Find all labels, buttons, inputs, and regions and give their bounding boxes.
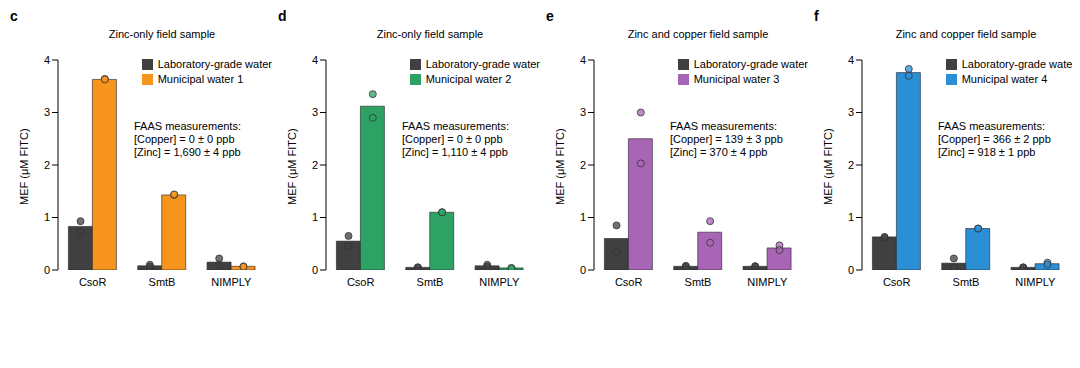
svg-text:NIMPLY: NIMPLY	[747, 276, 788, 288]
html-text:Laboratory-grade water: Laboratory-grade water	[961, 58, 1076, 70]
svg-text:SmtB: SmtB	[149, 276, 176, 288]
svg-text:2: 2	[580, 159, 586, 171]
svg-text:0: 0	[580, 264, 586, 276]
svg-text:0: 0	[44, 264, 50, 276]
html-text:f: f	[814, 8, 819, 24]
svg-text:2: 2	[44, 159, 50, 171]
svg-text:2: 2	[848, 159, 854, 171]
html-text:c: c	[10, 8, 18, 24]
html-text:Zinc and copper field sample: Zinc and copper field sample	[895, 28, 1037, 40]
svg-text:3: 3	[44, 106, 50, 118]
html-text:[Zinc] = 370 ± 4 ppb: [Zinc] = 370 ± 4 ppb	[670, 146, 768, 158]
svg-text:2: 2	[312, 159, 318, 171]
svg-text:4: 4	[580, 54, 586, 66]
svg-text:MEF (μM FITC): MEF (μM FITC)	[18, 128, 30, 205]
html-text:[Copper] = 0 ± 0 ppb: [Copper] = 0 ± 0 ppb	[402, 133, 503, 145]
svg-text:MEF (μM FITC): MEF (μM FITC)	[554, 128, 566, 205]
html-text:[Copper] = 366 ± 2 ppb: [Copper] = 366 ± 2 ppb	[938, 133, 1051, 145]
html-text:Laboratory-grade water: Laboratory-grade water	[693, 58, 808, 70]
svg-text:3: 3	[312, 106, 318, 118]
svg-text:CsoR: CsoR	[615, 276, 643, 288]
html-text:FAAS measurements:: FAAS measurements:	[402, 120, 509, 132]
svg-text:4: 4	[848, 54, 854, 66]
html-text:d: d	[278, 8, 287, 24]
html-text:FAAS measurements:: FAAS measurements:	[134, 120, 241, 132]
svg-text:NIMPLY: NIMPLY	[211, 276, 252, 288]
html-text:e: e	[546, 8, 554, 24]
svg-text:CsoR: CsoR	[347, 276, 375, 288]
html-text:[Copper] = 0 ± 0 ppb: [Copper] = 0 ± 0 ppb	[134, 133, 235, 145]
html-text:Zinc-only field sample: Zinc-only field sample	[108, 28, 216, 40]
html-text:Municipal water 3: Municipal water 3	[693, 73, 780, 85]
svg-text:NIMPLY: NIMPLY	[1015, 276, 1056, 288]
html-text:Municipal water 1: Municipal water 1	[157, 73, 244, 85]
svg-text:SmtB: SmtB	[953, 276, 980, 288]
svg-text:3: 3	[848, 106, 854, 118]
svg-text:0: 0	[848, 264, 854, 276]
html-text:[Copper] = 139 ± 3 ppb: [Copper] = 139 ± 3 ppb	[670, 133, 783, 145]
svg-text:SmtB: SmtB	[417, 276, 444, 288]
svg-text:MEF (μM FITC): MEF (μM FITC)	[286, 128, 298, 205]
svg-text:1: 1	[580, 211, 586, 223]
html-text:FAAS measurements:: FAAS measurements:	[670, 120, 777, 132]
html-text:[Zinc] = 918 ± 1 ppb: [Zinc] = 918 ± 1 ppb	[938, 146, 1036, 158]
html-text:Municipal water 4: Municipal water 4	[961, 73, 1048, 85]
svg-text:MEF (μM FITC): MEF (μM FITC)	[822, 128, 834, 205]
svg-text:1: 1	[44, 211, 50, 223]
html-text:Laboratory-grade water: Laboratory-grade water	[157, 58, 272, 70]
svg-text:3: 3	[580, 106, 586, 118]
svg-text:4: 4	[312, 54, 318, 66]
svg-text:4: 4	[44, 54, 50, 66]
html-text:[Zinc] = 1,110 ± 4 ppb: [Zinc] = 1,110 ± 4 ppb	[402, 146, 508, 158]
svg-text:0: 0	[312, 264, 318, 276]
html-text:[Zinc] = 1,690 ± 4 ppb: [Zinc] = 1,690 ± 4 ppb	[134, 146, 241, 158]
html-text:Zinc-only field sample: Zinc-only field sample	[376, 28, 484, 40]
html-text:Zinc and copper field sample: Zinc and copper field sample	[627, 28, 769, 40]
svg-text:SmtB: SmtB	[685, 276, 712, 288]
svg-text:1: 1	[312, 211, 318, 223]
svg-text:NIMPLY: NIMPLY	[479, 276, 520, 288]
svg-text:1: 1	[848, 211, 854, 223]
html-text:Municipal water 2: Municipal water 2	[425, 73, 512, 85]
svg-text:CsoR: CsoR	[79, 276, 107, 288]
svg-text:CsoR: CsoR	[883, 276, 911, 288]
html-text:FAAS measurements:: FAAS measurements:	[938, 120, 1045, 132]
html-text:Laboratory-grade water: Laboratory-grade water	[425, 58, 540, 70]
